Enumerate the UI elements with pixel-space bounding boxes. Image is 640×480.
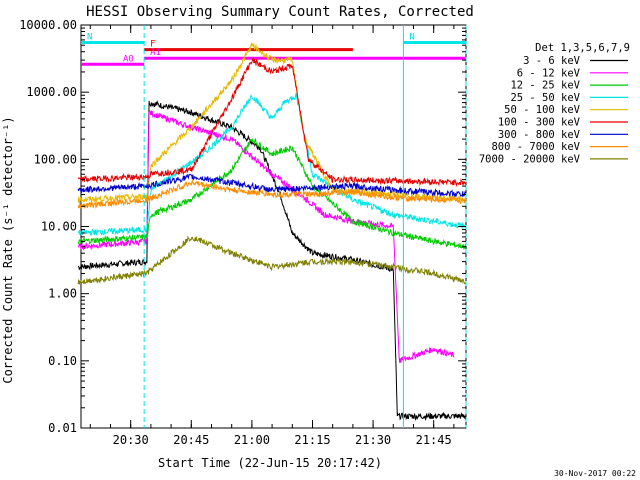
- y-tick-label: 1000.00: [26, 85, 77, 99]
- legend-entry-label: 3 - 6 keV: [523, 55, 581, 67]
- legend-title: Det 1,3,5,6,7,9: [535, 42, 630, 54]
- vertical-line-layer: [143, 25, 467, 428]
- series-line: [77, 173, 467, 199]
- annotation-label: N: [409, 32, 414, 42]
- x-tick-label: 21:30: [355, 433, 391, 447]
- series-line: [77, 100, 467, 422]
- x-tick-label: 21:00: [234, 433, 270, 447]
- series-line: [77, 137, 467, 250]
- series-line: [77, 109, 455, 363]
- series-layer: [77, 41, 467, 422]
- plot-frame: [80, 24, 467, 429]
- y-tick-label: 10000.00: [19, 18, 77, 32]
- annotation-label: N: [87, 32, 92, 42]
- annotation-label: A1: [150, 48, 161, 58]
- legend-entry-label: 6 - 12 keV: [517, 67, 581, 79]
- y-tick-label: 100.00: [34, 152, 77, 166]
- plot-area: N N F A0 A1: [77, 24, 467, 429]
- x-tick-label: 20:45: [173, 433, 209, 447]
- legend-entry-label: 50 - 100 keV: [504, 104, 581, 116]
- legend-entry-label: 7000 - 20000 keV: [479, 153, 581, 165]
- y-tick-label: 1.00: [48, 287, 77, 301]
- footer-date: 30-Nov-2017 00:22: [554, 469, 636, 478]
- legend-entry-label: 12 - 25 keV: [510, 80, 580, 92]
- x-tick-label: 21:45: [416, 433, 452, 447]
- legend-entry-label: 25 - 50 keV: [510, 92, 580, 104]
- x-tick-label: 21:15: [294, 433, 330, 447]
- x-tick-label: 20:30: [113, 433, 149, 447]
- chart-title: HESSI Observing Summary Count Rates, Cor…: [86, 4, 474, 20]
- series-line: [77, 41, 467, 205]
- series-line: [77, 178, 467, 209]
- annotation-label: A0: [123, 54, 134, 64]
- legend-entry-label: 800 - 7000 keV: [491, 141, 580, 153]
- y-axis-label: Corrected Count Rate (s⁻¹ detector⁻¹): [1, 116, 15, 383]
- x-axis-label: Start Time (22-Jun-15 20:17:42): [158, 456, 382, 470]
- series-line: [77, 235, 467, 285]
- series-line: [77, 92, 467, 237]
- series-line: [77, 56, 467, 187]
- tick-layer: [81, 24, 466, 429]
- y-tick-label: 0.10: [48, 354, 77, 368]
- y-tick-label: 10.00: [41, 220, 77, 234]
- legend-entry-label: 300 - 800 keV: [498, 129, 581, 141]
- legend-entry-label: 100 - 300 keV: [498, 117, 581, 129]
- annotation-label: F: [150, 40, 155, 50]
- y-tick-label: 0.01: [48, 421, 77, 435]
